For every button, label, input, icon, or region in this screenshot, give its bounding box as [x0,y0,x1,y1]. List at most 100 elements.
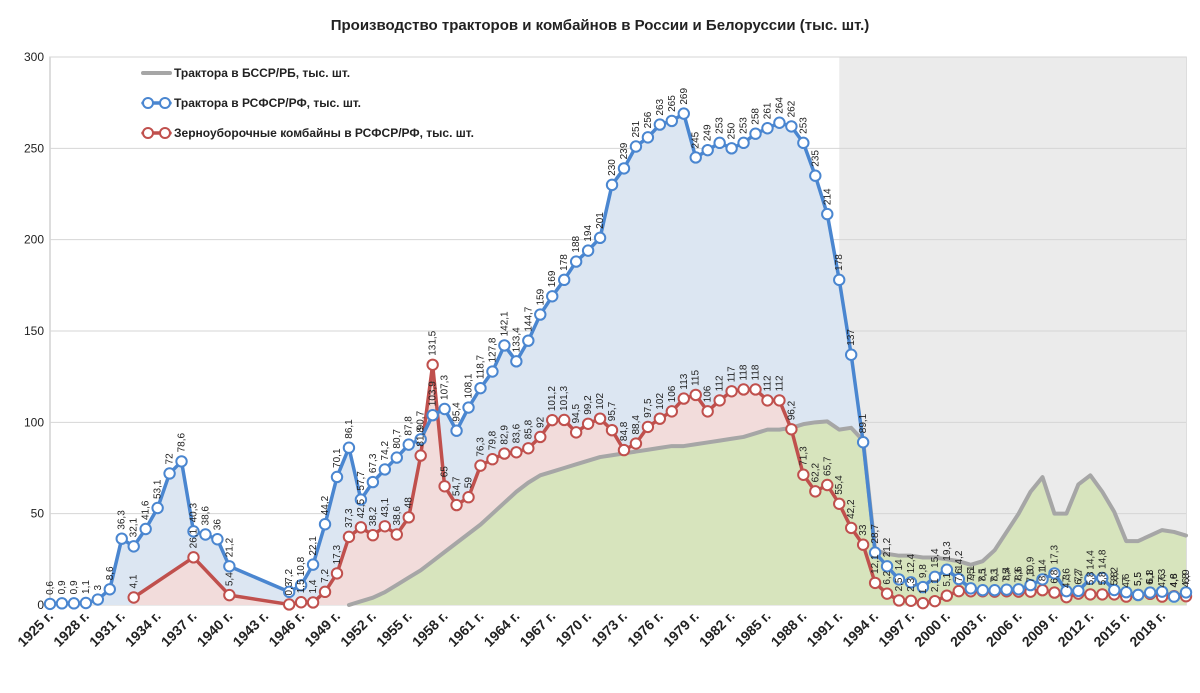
data-point [880,560,894,573]
data-label: 0,3 [284,581,295,595]
data-point [809,485,822,498]
data-point [330,470,344,484]
data-label: 5,4 [224,572,235,586]
data-label: 5,8 [1085,571,1096,585]
data-label: 101,2 [547,386,558,411]
data-label: 17,3 [332,544,343,564]
data-point [1036,584,1049,597]
data-point [868,576,882,590]
data-point [342,530,356,544]
data-label: 118,7 [475,354,486,379]
data-label: 7,2 [284,569,295,583]
data-point [199,528,212,541]
data-point [785,120,798,133]
data-point [55,597,69,610]
data-point [1060,584,1073,598]
series-line [346,419,1188,607]
data-label: 118 [739,364,750,380]
data-point [522,334,535,347]
data-point [1036,573,1049,586]
data-label: 81,8 [416,427,427,447]
data-label: 5,8 [1109,571,1120,585]
data-point [510,355,523,368]
data-point [665,114,679,128]
data-label: 6,2 [1073,570,1084,584]
data-point [617,443,631,457]
data-point [689,388,702,402]
data-label: 59 [464,477,475,489]
data-label: 7,5 [966,568,977,582]
data-label: 127,8 [487,337,498,362]
data-point [510,446,523,459]
data-point [402,438,415,451]
data-point [115,532,128,545]
data-label: 15,4 [930,548,941,568]
data-label: 133,4 [511,327,522,352]
data-label: 0,9 [57,580,68,594]
data-label: 7,6 [1061,568,1072,582]
legend-label: Трактора в БССР/РБ, тыс. шт. [174,66,350,80]
data-point [450,424,463,437]
series-area [348,421,1186,605]
data-point [390,451,403,464]
data-label: 142,1 [499,311,510,336]
data-labels: 4,126,15,40,3 1,5 1,47,217,337,3 42,5 38,2 43… [45,88,1192,596]
legend-label: Зерноуборочные комбайны в РСФСР/РФ, тыс.… [174,126,474,140]
data-label: 54,7 [452,476,463,496]
data-label: 36,3 [117,510,128,530]
data-point [1108,583,1121,597]
data-point [414,433,427,446]
data-point [605,178,619,192]
data-point [498,447,511,460]
y-tick-label: 250 [24,141,44,155]
chart-title: Производство тракторов и комбайнов в Рос… [331,17,870,34]
data-label: 4,1 [129,574,140,588]
legend-label: Трактора в РСФСР/РФ, тыс. шт. [174,96,361,110]
data-point [438,402,451,416]
data-label: 264 [774,97,785,114]
data-point [880,587,894,600]
data-label: 7,7 [1073,568,1084,582]
data-point [426,409,439,422]
data-point [1096,571,1109,585]
data-point [701,405,714,418]
data-label: 256 [643,111,654,128]
data-label: 117 [727,366,738,382]
data-label: 7,3 [990,568,1001,582]
data-label: 89,1 [858,413,869,433]
data-label: 0,6 [45,581,56,595]
data-label: 6,8 [1145,569,1156,583]
data-point [546,290,559,303]
data-point [67,597,81,610]
data-point [689,151,702,164]
data-label: 71,3 [798,446,809,466]
data-label: 85,8 [523,419,534,439]
data-point [1084,572,1097,585]
data-label: 6,8 [1049,569,1060,583]
data-label: 17,3 [1049,544,1060,564]
data-label: 10,8 [296,556,307,576]
data-label: 14,4 [1085,550,1096,570]
data-point [1143,586,1157,599]
data-point [844,348,858,361]
data-label: 102 [595,393,606,410]
data-point [916,596,930,610]
y-tick-label: 300 [24,50,44,64]
data-point [940,563,954,576]
data-label: 230 [607,159,618,176]
data-label: 94,5 [571,403,582,423]
data-point [91,593,105,606]
data-point [749,383,762,396]
data-point [641,420,655,434]
data-point [294,579,308,592]
y-tick-label: 50 [31,507,45,521]
data-point [773,116,786,129]
data-point [546,413,559,427]
data-label: 251 [631,120,642,137]
data-label: 7,3 [1014,568,1025,582]
data-point [557,413,571,427]
data-point [725,385,738,398]
data-label: 40,3 [188,502,199,522]
data-label: 41,6 [141,500,152,520]
